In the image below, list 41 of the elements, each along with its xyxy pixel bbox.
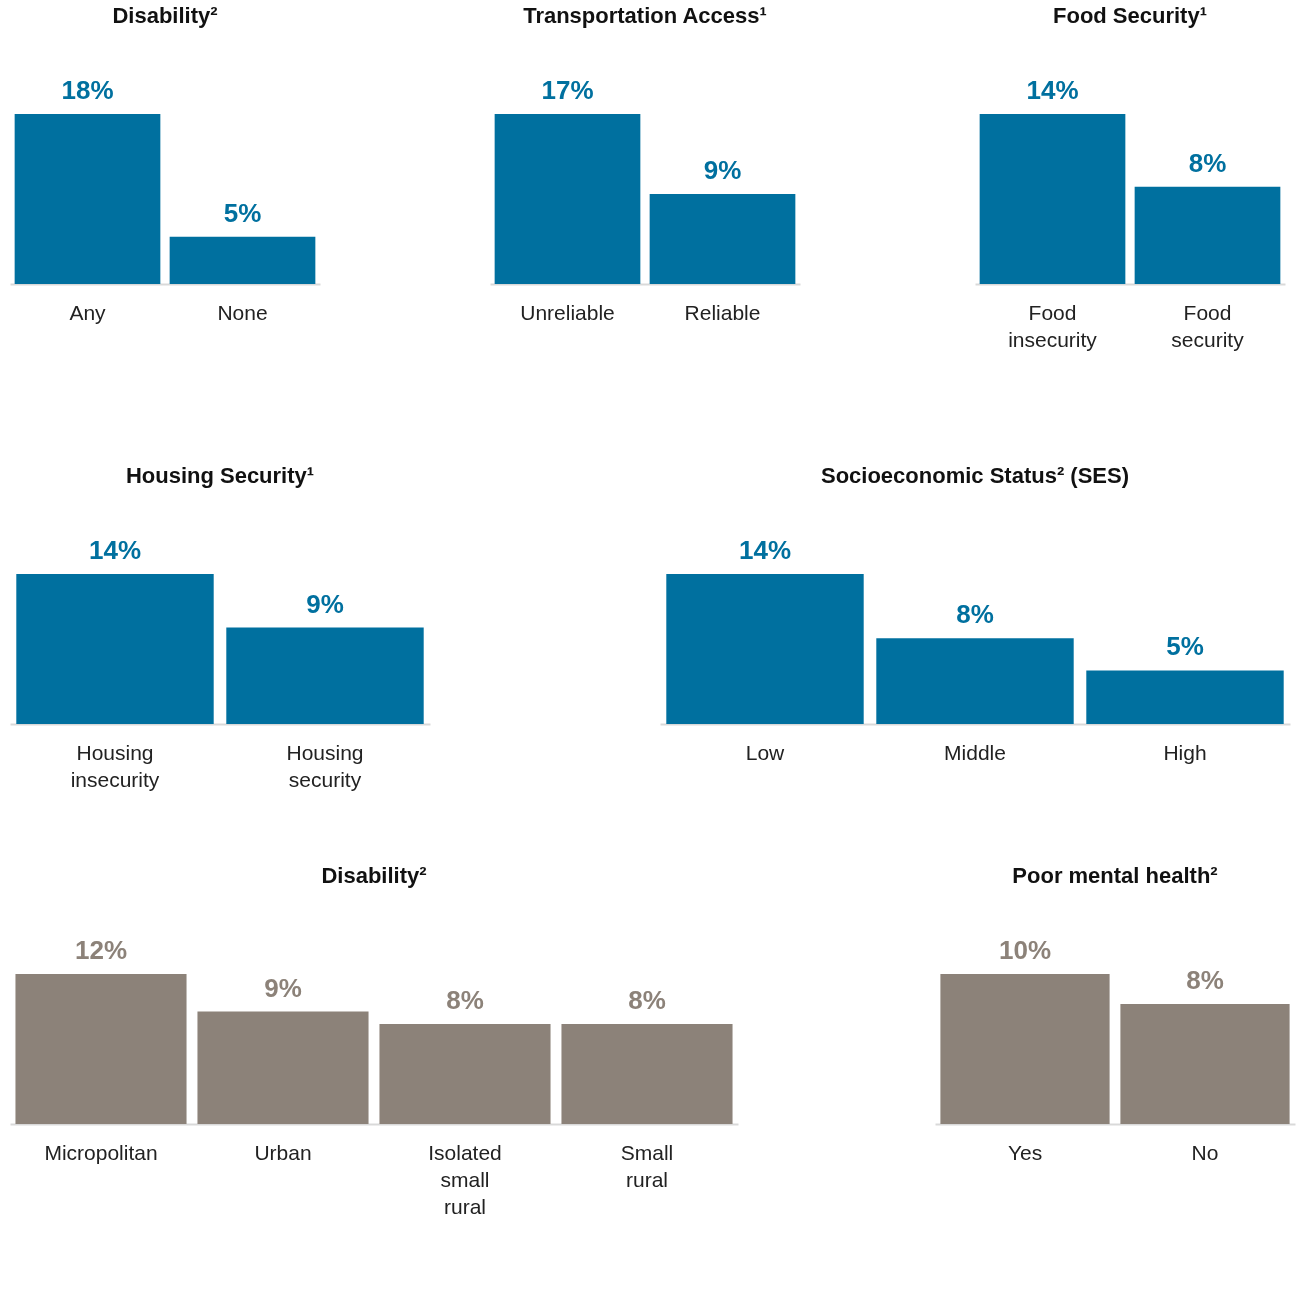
x-tick-label: Food security <box>1171 300 1245 351</box>
x-tick-label: None <box>217 300 268 324</box>
x-tick-label: Micropolitan <box>44 1140 158 1164</box>
x-tick-label: Reliable <box>684 300 761 324</box>
x-tick-label: Low <box>745 740 786 764</box>
x-tick-label: Isolated small rural <box>428 1140 502 1218</box>
data-label: 18% <box>61 75 114 105</box>
x-tick-label: Yes <box>1007 1140 1043 1164</box>
data-label: 14% <box>88 535 142 565</box>
data-label: 14% <box>738 535 792 565</box>
chart-title: Housing Security¹ <box>125 463 315 488</box>
data-label: 9% <box>264 972 302 1003</box>
data-label: 8% <box>628 985 666 1015</box>
x-tick-label: No <box>1191 1140 1219 1164</box>
data-label: 10% <box>998 935 1052 965</box>
data-label: 9% <box>306 588 344 619</box>
x-tick-label: Small rural <box>620 1140 674 1191</box>
x-tick-label: Any <box>69 300 107 324</box>
data-label: 17% <box>541 75 594 105</box>
chart-title: Poor mental health² <box>1012 863 1218 888</box>
x-tick-label: Middle <box>944 740 1006 764</box>
chart-title: Food Security¹ <box>1052 3 1208 28</box>
x-tick-label: Housing insecurity <box>70 740 160 791</box>
chart-title: Socioeconomic Status² (SES) <box>820 463 1130 488</box>
x-tick-label: Housing security <box>286 740 364 791</box>
data-label: 8% <box>1186 965 1224 995</box>
chart-title: Disability² <box>321 863 427 888</box>
chart-title: Transportation Access¹ <box>523 3 767 28</box>
data-label: 12% <box>74 935 128 965</box>
data-label: 8% <box>956 599 994 630</box>
data-label: 5% <box>1166 631 1204 662</box>
data-label: 8% <box>1188 147 1227 178</box>
x-tick-label: Unreliable <box>520 300 615 324</box>
x-tick-label: Urban <box>254 1140 312 1164</box>
data-label: 14% <box>1026 75 1079 105</box>
data-label: 5% <box>223 197 262 228</box>
data-label: 8% <box>446 985 484 1015</box>
chart-title: Disability² <box>112 3 218 28</box>
data-label: 9% <box>703 155 742 185</box>
x-tick-label: Food insecurity <box>1008 300 1098 351</box>
x-tick-label: High <box>1163 740 1207 764</box>
